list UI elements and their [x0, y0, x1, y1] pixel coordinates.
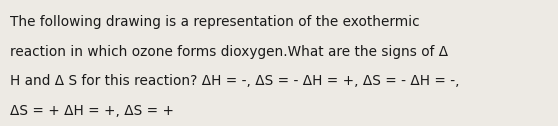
Text: H and Δ S for this reaction? ΔH = -, ΔS = - ΔH = +, ΔS = - ΔH = -,: H and Δ S for this reaction? ΔH = -, ΔS … [10, 74, 460, 88]
Text: reaction in which ozone forms dioxygen.What are the signs of Δ: reaction in which ozone forms dioxygen.W… [10, 45, 448, 59]
Text: ΔS = + ΔH = +, ΔS = +: ΔS = + ΔH = +, ΔS = + [10, 104, 174, 118]
Text: The following drawing is a representation of the exothermic: The following drawing is a representatio… [10, 15, 420, 29]
